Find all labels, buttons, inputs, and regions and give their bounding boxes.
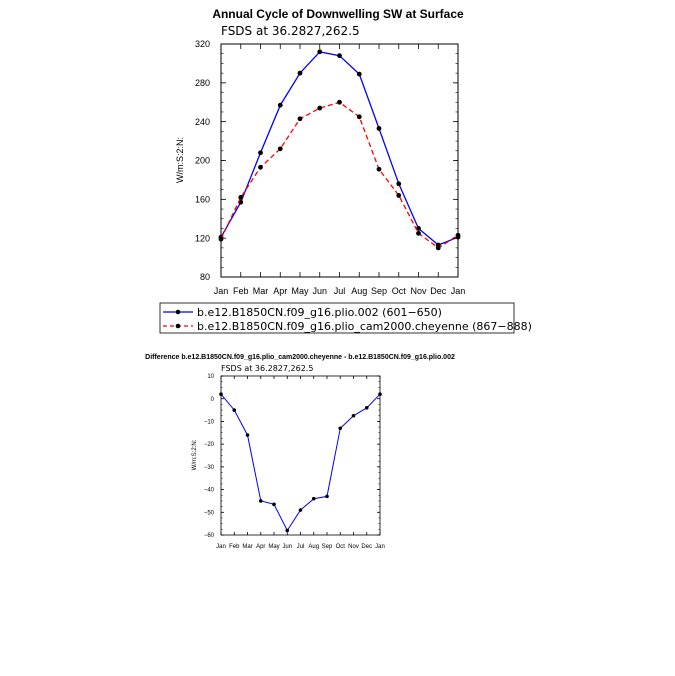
plot-frame bbox=[220, 43, 459, 278]
annual-cycle-chart: Annual Cycle of Downwelling SW at Surfac… bbox=[175, 7, 465, 296]
y-tick-label: 80 bbox=[200, 272, 210, 282]
x-tick-label: Feb bbox=[233, 286, 249, 296]
diff-x-tick-label: Jul bbox=[297, 544, 305, 550]
legend-marker-series-2 bbox=[175, 323, 181, 329]
x-tick-label: Dec bbox=[430, 286, 447, 296]
data-point-series-1 bbox=[277, 102, 283, 108]
series-line-1 bbox=[220, 51, 459, 246]
x-tick-label: Jan bbox=[451, 286, 466, 296]
diff-data-point-series-1 bbox=[311, 496, 316, 501]
x-tick-label: Sep bbox=[371, 286, 387, 296]
diff-y-tick-label: −50 bbox=[204, 510, 215, 516]
diff-y-tick-label: −10 bbox=[204, 420, 215, 426]
y-tick-label: 160 bbox=[195, 194, 210, 204]
data-point-series-2 bbox=[258, 164, 263, 170]
diff-y-tick-label: −30 bbox=[204, 465, 215, 471]
data-point-series-2 bbox=[238, 194, 244, 200]
y-tick-label: 320 bbox=[195, 39, 210, 49]
x-tick-label: Oct bbox=[392, 286, 407, 296]
data-point-series-2 bbox=[416, 230, 421, 236]
diff-x-tick-label: May bbox=[268, 544, 279, 550]
chart-subtitle: FSDS at 36.2827,262.5 bbox=[221, 24, 360, 38]
y-tick-label: 280 bbox=[195, 78, 210, 88]
diff-x-tick-label: Apr bbox=[256, 544, 265, 550]
data-point-series-2 bbox=[297, 116, 303, 122]
legend: b.e12.B1850CN.f09_g16.plio.002 (601−650)… bbox=[159, 302, 532, 334]
difference-chart: Difference b.e12.B1850CN.f09_g16.plio_ca… bbox=[145, 354, 455, 550]
y-tick-label: 240 bbox=[195, 117, 210, 127]
chart-title: Annual Cycle of Downwelling SW at Surfac… bbox=[212, 7, 464, 21]
data-point-series-2 bbox=[337, 99, 342, 105]
diff-data-point-series-1 bbox=[232, 408, 237, 412]
data-point-series-2 bbox=[356, 114, 362, 120]
diff-y-axis-label: W/m:S:2:N: bbox=[192, 439, 198, 470]
diff-y-tick-label: −40 bbox=[204, 488, 215, 494]
legend-label-series-1: b.e12.B1850CN.f09_g16.plio.002 (601−650) bbox=[197, 306, 442, 319]
diff-data-point-series-1 bbox=[325, 494, 329, 499]
data-point-series-2 bbox=[396, 193, 402, 198]
diff-data-point-series-1 bbox=[285, 528, 290, 533]
diff-x-tick-label: Jan bbox=[375, 544, 385, 550]
x-tick-label: Nov bbox=[410, 286, 427, 296]
diff-y-tick-label: −20 bbox=[204, 442, 215, 448]
diff-x-tick-label: Jun bbox=[282, 544, 292, 550]
diff-x-tick-label: Sep bbox=[322, 544, 333, 550]
diff-data-point-series-1 bbox=[258, 499, 263, 503]
x-tick-label: Jan bbox=[214, 286, 229, 296]
diff-data-point-series-1 bbox=[351, 413, 356, 418]
diff-data-point-series-1 bbox=[298, 508, 303, 512]
data-point-series-1 bbox=[356, 71, 362, 77]
diff-x-tick-label: Feb bbox=[229, 544, 240, 550]
data-point-series-1 bbox=[376, 126, 382, 131]
x-tick-label: Aug bbox=[351, 286, 367, 296]
diff-plot-frame bbox=[220, 375, 381, 536]
y-tick-label: 120 bbox=[195, 233, 210, 243]
diff-x-tick-label: Jan bbox=[216, 544, 226, 550]
data-point-series-2 bbox=[277, 146, 283, 152]
diff-chart-subtitle: FSDS at 36.2827,262.5 bbox=[221, 364, 313, 373]
data-point-series-2 bbox=[435, 245, 441, 251]
x-tick-label: Apr bbox=[273, 286, 287, 296]
data-point-series-1 bbox=[317, 49, 323, 55]
diff-data-point-series-1 bbox=[338, 426, 343, 431]
legend-marker-series-1 bbox=[175, 309, 181, 315]
diff-data-point-series-1 bbox=[272, 502, 276, 507]
x-tick-label: Jun bbox=[312, 286, 327, 296]
series-line-2 bbox=[220, 101, 459, 249]
x-tick-label: Jul bbox=[334, 286, 346, 296]
diff-y-tick-label: 0 bbox=[211, 397, 215, 403]
diff-x-tick-label: Aug bbox=[308, 544, 319, 550]
diff-x-tick-label: Nov bbox=[348, 544, 359, 550]
diff-y-tick-label: −60 bbox=[204, 533, 215, 539]
y-axis-label: W/m:S:2:N: bbox=[175, 137, 185, 183]
diff-data-point-series-1 bbox=[245, 433, 250, 437]
data-point-series-2 bbox=[376, 166, 382, 172]
x-tick-label: May bbox=[291, 286, 309, 296]
data-point-series-1 bbox=[258, 150, 263, 156]
diff-chart-title: Difference b.e12.B1850CN.f09_g16.plio_ca… bbox=[145, 354, 455, 361]
diff-x-tick-label: Mar bbox=[242, 544, 252, 550]
legend-box bbox=[159, 302, 515, 334]
diff-x-tick-label: Oct bbox=[336, 544, 346, 550]
data-point-series-1 bbox=[297, 70, 303, 76]
y-tick-label: 200 bbox=[195, 156, 210, 166]
diff-y-tick-label: 10 bbox=[207, 374, 214, 380]
legend-label-series-2: b.e12.B1850CN.f09_g16.plio_cam2000.cheye… bbox=[197, 320, 532, 333]
data-point-series-1 bbox=[337, 53, 342, 59]
diff-data-point-series-1 bbox=[364, 406, 369, 410]
x-tick-label: Mar bbox=[253, 286, 269, 296]
data-point-series-2 bbox=[317, 105, 323, 111]
diff-x-tick-label: Dec bbox=[361, 544, 372, 550]
data-point-series-1 bbox=[396, 181, 402, 187]
